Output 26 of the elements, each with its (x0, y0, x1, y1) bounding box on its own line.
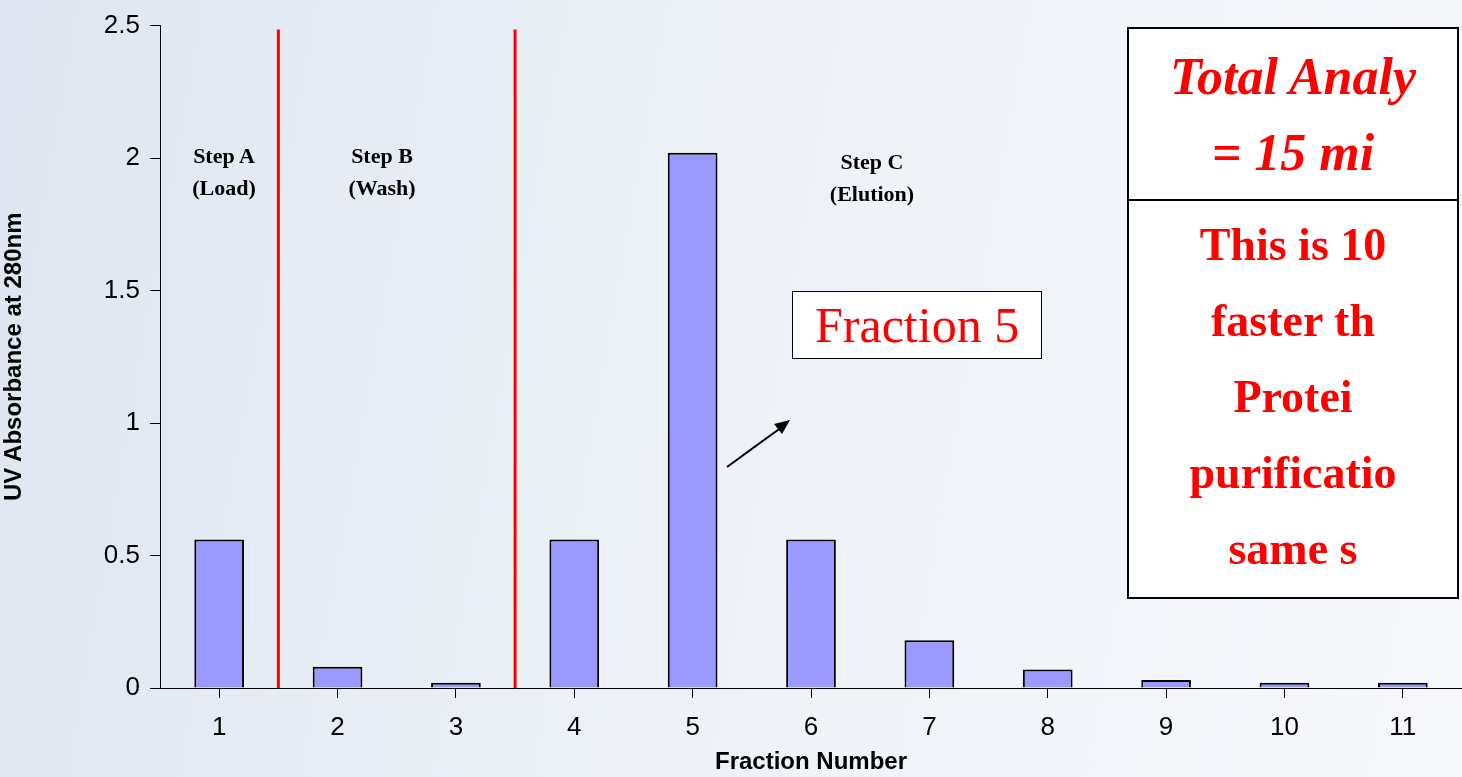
x-tick-label: 11 (1389, 710, 1417, 741)
y-tick-label: 1.5 (103, 273, 140, 304)
y-tick-label: 0 (125, 671, 140, 702)
text-panel: Total Analy = 15 mi This is 10 faster th Protei purificatio same s (1127, 27, 1459, 599)
x-tick-label: 1 (211, 710, 227, 741)
y-tick-label: 1 (125, 406, 140, 437)
x-tick-label: 3 (448, 710, 464, 741)
annotation: This is 10 faster th Protei purificatio same s (1188, 218, 1398, 576)
y-tick-label: 2 (125, 141, 140, 172)
x-tick-label: 5 (685, 710, 700, 741)
x-axis-title: Fraction Number (714, 747, 908, 775)
annotation: Fraction 5 (792, 291, 1043, 359)
x-tick-label: 10 (1269, 710, 1299, 741)
x-tick-label: 4 (567, 710, 582, 741)
x-tick-label: 2 (330, 710, 345, 741)
annotation: Step C (Elution) (829, 148, 915, 208)
x-tick-label: 7 (922, 710, 937, 741)
x-tick-label: 6 (803, 710, 819, 741)
y-tick-label: 0.5 (103, 538, 140, 569)
annotation: Step A (Load) (192, 142, 256, 202)
annotation: Step B (Wash) (348, 142, 416, 202)
y-axis-title: UV Absorbance at 280nm (0, 212, 27, 502)
x-tick-label: 8 (1040, 710, 1055, 741)
annotation: Total Analy = 15 mi (1129, 29, 1457, 201)
y-tick-label: 2.5 (103, 8, 140, 39)
x-tick-label: 9 (1158, 710, 1174, 741)
